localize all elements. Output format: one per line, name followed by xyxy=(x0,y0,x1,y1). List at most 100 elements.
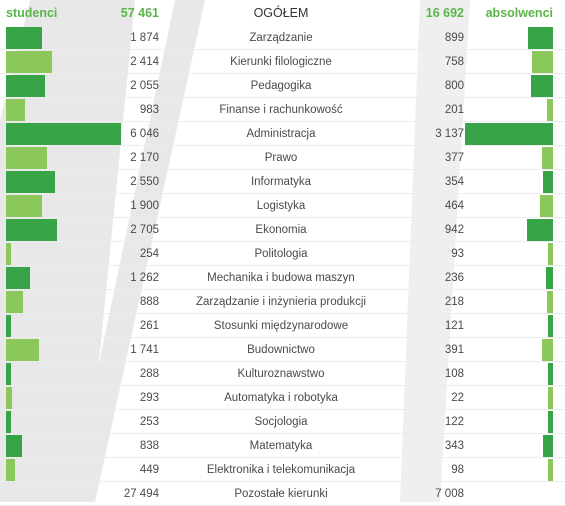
category-label: Automatyka i robotyka xyxy=(224,392,338,404)
category-label: Kulturoznawstwo xyxy=(237,368,325,380)
students-value-label: 449 xyxy=(139,464,159,476)
students-value-label: 1 874 xyxy=(130,32,159,44)
category-label: Informatyka xyxy=(250,176,312,188)
category-label: Politologia xyxy=(254,248,308,260)
row-divider xyxy=(0,385,565,386)
category-label: Ekonomia xyxy=(255,224,307,236)
graduates-bar xyxy=(543,171,553,193)
graduates-bar xyxy=(548,363,553,385)
students-value-label: 2 170 xyxy=(130,152,159,164)
table-row: 888 Zarządzanie i inżynieria produkcji 218 xyxy=(0,290,565,314)
table-row: 1 900 Logistyka 464 xyxy=(0,194,565,218)
table-row: 253 Socjologia 122 xyxy=(0,410,565,434)
table-row: 2 550 Informatyka 354 xyxy=(0,170,565,194)
row-divider xyxy=(0,121,565,122)
graduates-value-label: 343 xyxy=(444,440,464,452)
row-divider xyxy=(0,481,565,482)
row-divider xyxy=(0,97,565,98)
students-value-label: 2 055 xyxy=(130,80,159,92)
row-divider xyxy=(0,193,565,194)
category-label: Pozostałe kierunki xyxy=(234,488,328,500)
students-value-label: 6 046 xyxy=(130,128,159,140)
students-value-label: 2 414 xyxy=(130,56,159,68)
table-row: 838 Matematyka 343 xyxy=(0,434,565,458)
row-divider xyxy=(0,217,565,218)
table-row: 2 055 Pedagogika 800 xyxy=(0,74,565,98)
students-value-label: 888 xyxy=(139,296,159,308)
students-value-label: 261 xyxy=(139,320,159,332)
table-row: 1 262 Mechanika i budowa maszyn 236 xyxy=(0,266,565,290)
graduates-bar xyxy=(532,51,553,73)
category-label: Mechanika i budowa maszyn xyxy=(207,272,355,284)
category-label: Zarządzanie xyxy=(249,32,313,44)
students-value-label: 293 xyxy=(139,392,159,404)
students-bar xyxy=(6,459,15,481)
graduates-total: 16 692 xyxy=(425,6,464,20)
category-label: Matematyka xyxy=(249,440,313,452)
category-label: Prawo xyxy=(264,152,298,164)
row-divider xyxy=(0,169,565,170)
graduates-value-label: 3 137 xyxy=(435,128,464,140)
students-bar xyxy=(6,51,52,73)
graduates-value-label: 354 xyxy=(444,176,464,188)
students-header-label: studenci xyxy=(6,6,58,20)
students-bar xyxy=(6,27,42,49)
students-bar xyxy=(6,435,22,457)
students-value-label: 27 494 xyxy=(123,488,159,500)
category-label: Kierunki filologiczne xyxy=(230,56,332,68)
students-bar xyxy=(6,123,121,145)
students-bar xyxy=(6,243,11,265)
table-row: 983 Finanse i rachunkowość 201 xyxy=(0,98,565,122)
graduates-bar xyxy=(546,267,553,289)
students-bar xyxy=(6,171,55,193)
row-divider xyxy=(0,241,565,242)
row-divider xyxy=(0,265,565,266)
students-value-label: 838 xyxy=(139,440,159,452)
graduates-bar xyxy=(547,99,553,121)
students-value-label: 253 xyxy=(139,416,159,428)
graduates-value-label: 942 xyxy=(444,224,464,236)
graduates-bar xyxy=(548,243,553,265)
graduates-value-label: 108 xyxy=(444,368,464,380)
row-divider xyxy=(0,313,565,314)
table-row: 261 Stosunki międzynarodowe 121 xyxy=(0,314,565,338)
table-row: 288 Kulturoznawstwo 108 xyxy=(0,362,565,386)
graduates-bar xyxy=(542,339,553,361)
graduates-value-label: 377 xyxy=(444,152,464,164)
graduates-bar xyxy=(548,411,553,433)
students-bar xyxy=(6,339,39,361)
students-value-label: 2 705 xyxy=(130,224,159,236)
students-value-label: 1 900 xyxy=(130,200,159,212)
row-divider xyxy=(0,457,565,458)
table-row: 2 170 Prawo 377 xyxy=(0,146,565,170)
row-divider xyxy=(0,337,565,338)
students-value-label: 2 550 xyxy=(130,176,159,188)
category-label: Logistyka xyxy=(256,200,306,212)
graduates-value-label: 218 xyxy=(444,296,464,308)
students-bar xyxy=(6,291,23,313)
row-divider xyxy=(0,409,565,410)
table-row: 2 414 Kierunki filologiczne 758 xyxy=(0,50,565,74)
graduates-value-label: 758 xyxy=(444,56,464,68)
graduates-value-label: 7 008 xyxy=(435,488,464,500)
table-row: 27 494 Pozostałe kierunki 7 008 xyxy=(0,482,565,506)
students-bar xyxy=(6,411,11,433)
graduates-bar xyxy=(465,123,553,145)
graduates-value-label: 22 xyxy=(451,392,464,404)
row-divider xyxy=(0,73,565,74)
students-bar xyxy=(6,195,42,217)
category-label: Elektronika i telekomunikacja xyxy=(206,464,356,476)
table-row: 1 874 Zarządzanie 899 xyxy=(0,26,565,50)
table-row: 6 046 Administracja 3 137 xyxy=(0,122,565,146)
graduates-bar xyxy=(540,195,553,217)
students-bar xyxy=(6,219,57,241)
graduates-value-label: 391 xyxy=(444,344,464,356)
category-label: Finanse i rachunkowość xyxy=(219,104,343,116)
graduates-value-label: 93 xyxy=(451,248,464,260)
table-row: 449 Elektronika i telekomunikacja 98 xyxy=(0,458,565,482)
students-bar xyxy=(6,387,12,409)
students-bar xyxy=(6,363,11,385)
graduates-bar xyxy=(548,459,553,481)
graduates-value-label: 236 xyxy=(444,272,464,284)
graduates-bar xyxy=(531,75,553,97)
